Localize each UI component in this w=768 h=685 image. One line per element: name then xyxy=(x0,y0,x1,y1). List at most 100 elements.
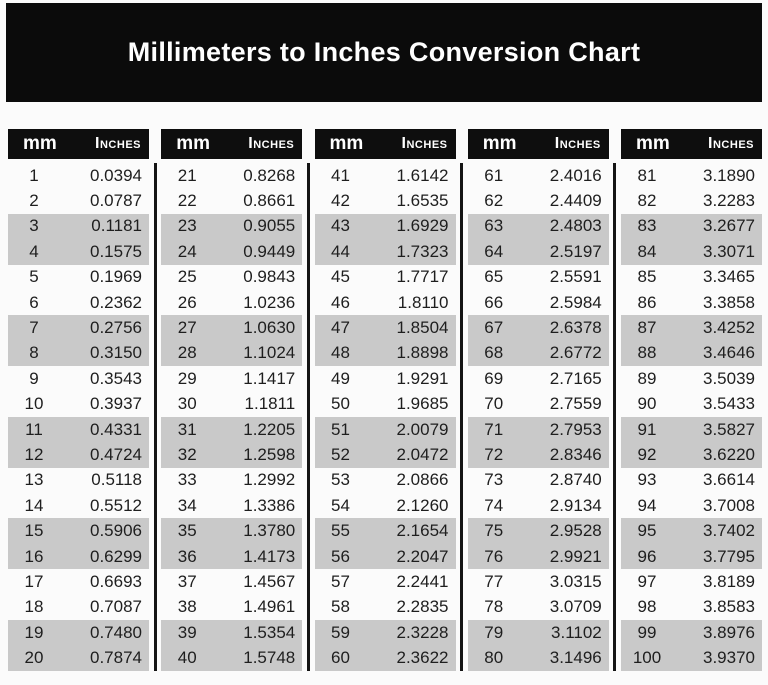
inches-value: 3.3858 xyxy=(703,292,755,312)
table-row: 9 0.3543 xyxy=(8,366,149,391)
inches-value: 1.7717 xyxy=(396,267,449,287)
inches-header-label: Inches xyxy=(248,135,295,152)
inches-header-label: Inches xyxy=(708,135,754,152)
inches-value: 3.2283 xyxy=(703,191,755,211)
rows-container: 21 0.8268 22 0.8661 23 0.9055 24 0.9449 25 0.9843… xyxy=(161,163,303,671)
mm-value: 2 xyxy=(29,191,39,211)
inches-value: 2.9528 xyxy=(549,521,602,541)
table-row: 81 3.1890 xyxy=(621,163,762,188)
table-row: 63 2.4803 xyxy=(467,213,609,240)
inches-value: 2.2047 xyxy=(396,546,449,566)
table-row: 60 2.3622 xyxy=(314,645,456,671)
inches-value: 0.3543 xyxy=(90,368,142,388)
table-row: 18 0.7087 xyxy=(8,595,149,620)
mm-value: 56 xyxy=(331,546,350,566)
mm-value: 99 xyxy=(637,622,657,642)
inches-value: 3.3465 xyxy=(703,267,755,287)
inches-value: 3.7402 xyxy=(703,521,755,541)
inches-value: 1.4961 xyxy=(243,597,296,617)
table-row: 95 3.7402 xyxy=(621,518,762,544)
mm-value: 86 xyxy=(637,292,657,312)
mm-value: 54 xyxy=(331,495,350,515)
inches-value: 2.7165 xyxy=(549,368,602,388)
mm-value: 88 xyxy=(637,343,657,363)
table-row: 16 0.6299 xyxy=(8,543,149,570)
inches-value: 0.1969 xyxy=(90,267,142,287)
inches-value: 1.6535 xyxy=(396,191,449,211)
table-row: 31 1.2205 xyxy=(161,416,303,443)
mm-value: 79 xyxy=(484,622,504,642)
mm-value: 62 xyxy=(484,191,504,211)
table-row: 88 3.4646 xyxy=(621,340,762,367)
inches-value: 0.2756 xyxy=(90,318,142,338)
inches-value: 3.7795 xyxy=(703,546,755,566)
mm-value: 28 xyxy=(177,343,197,363)
mm-value: 59 xyxy=(331,622,350,642)
mm-value: 17 xyxy=(24,571,44,591)
inches-value: 1.6929 xyxy=(396,216,449,236)
mm-value: 53 xyxy=(331,470,350,490)
table-row: 82 3.2283 xyxy=(621,188,762,213)
inches-value: 2.4016 xyxy=(549,165,602,185)
table-row: 76 2.9921 xyxy=(467,543,609,570)
mm-header-label: mm xyxy=(23,133,57,154)
inches-value: 0.9843 xyxy=(243,267,296,287)
mm-value: 4 xyxy=(29,241,39,261)
inches-value: 3.5039 xyxy=(703,368,755,388)
mm-value: 97 xyxy=(637,571,657,591)
inches-value: 3.8189 xyxy=(703,571,755,591)
inches-value: 2.6772 xyxy=(549,343,602,363)
mm-value: 74 xyxy=(484,495,504,515)
table-column-group: mm Inches 1 0.0394 2 0.0787 3 0.1181 4 0.1575 5 0.1… xyxy=(8,129,149,671)
inches-value: 0.9055 xyxy=(243,216,296,236)
inches-value: 2.0866 xyxy=(396,470,449,490)
table-row: 84 3.3071 xyxy=(621,239,762,265)
inches-value: 1.8110 xyxy=(397,292,449,312)
table-row: 69 2.7165 xyxy=(468,366,609,391)
inches-value: 1.8898 xyxy=(396,343,449,363)
mm-value: 90 xyxy=(637,394,657,414)
table-row: 86 3.3858 xyxy=(621,290,762,315)
table-row: 74 2.9134 xyxy=(468,493,609,518)
mm-value: 10 xyxy=(24,394,44,414)
inches-value: 3.7008 xyxy=(703,495,755,515)
inches-value: 3.8583 xyxy=(703,597,755,617)
mm-value: 46 xyxy=(331,292,350,312)
table-row: 26 1.0236 xyxy=(161,290,302,315)
inches-value: 2.2835 xyxy=(396,597,449,617)
mm-value: 25 xyxy=(177,267,197,287)
inches-value: 3.8976 xyxy=(703,622,755,642)
conversion-table: mm Inches 1 0.0394 2 0.0787 3 0.1181 4 0.1575 5 0.1… xyxy=(0,129,768,671)
table-row: 83 3.2677 xyxy=(621,213,762,240)
mm-value: 3 xyxy=(29,216,39,236)
table-row: 77 3.0315 xyxy=(468,569,609,594)
table-row: 61 2.4016 xyxy=(468,163,609,188)
inches-value: 2.7559 xyxy=(549,394,602,414)
mm-value: 68 xyxy=(484,343,504,363)
mm-value: 26 xyxy=(177,292,197,312)
table-row: 46 1.8110 xyxy=(315,290,456,315)
inches-value: 3.5433 xyxy=(703,394,755,414)
table-row: 7 0.2756 xyxy=(8,315,149,341)
mm-value: 50 xyxy=(331,394,350,414)
inches-value: 2.5984 xyxy=(549,292,602,312)
table-row: 55 2.1654 xyxy=(314,518,456,544)
inches-value: 0.1575 xyxy=(90,241,142,261)
table-row: 35 1.3780 xyxy=(161,518,303,544)
table-row: 93 3.6614 xyxy=(621,468,762,493)
inches-value: 1.4567 xyxy=(243,571,296,591)
table-column-group: mm Inches 61 2.4016 62 2.4409 63 2.4803 64 2.5197… xyxy=(467,129,609,671)
table-row: 19 0.7480 xyxy=(8,620,149,646)
mm-header-label: mm xyxy=(329,133,364,154)
inches-value: 2.9921 xyxy=(549,546,602,566)
table-row: 10 0.3937 xyxy=(8,392,149,417)
mm-value: 70 xyxy=(484,394,504,414)
table-row: 68 2.6772 xyxy=(467,340,609,367)
inches-value: 0.7087 xyxy=(90,597,142,617)
mm-value: 76 xyxy=(484,546,504,566)
inches-value: 0.0787 xyxy=(90,191,142,211)
mm-value: 16 xyxy=(24,546,44,566)
mm-value: 77 xyxy=(484,571,504,591)
inches-value: 0.5512 xyxy=(90,495,142,515)
table-row: 45 1.7717 xyxy=(315,265,456,290)
